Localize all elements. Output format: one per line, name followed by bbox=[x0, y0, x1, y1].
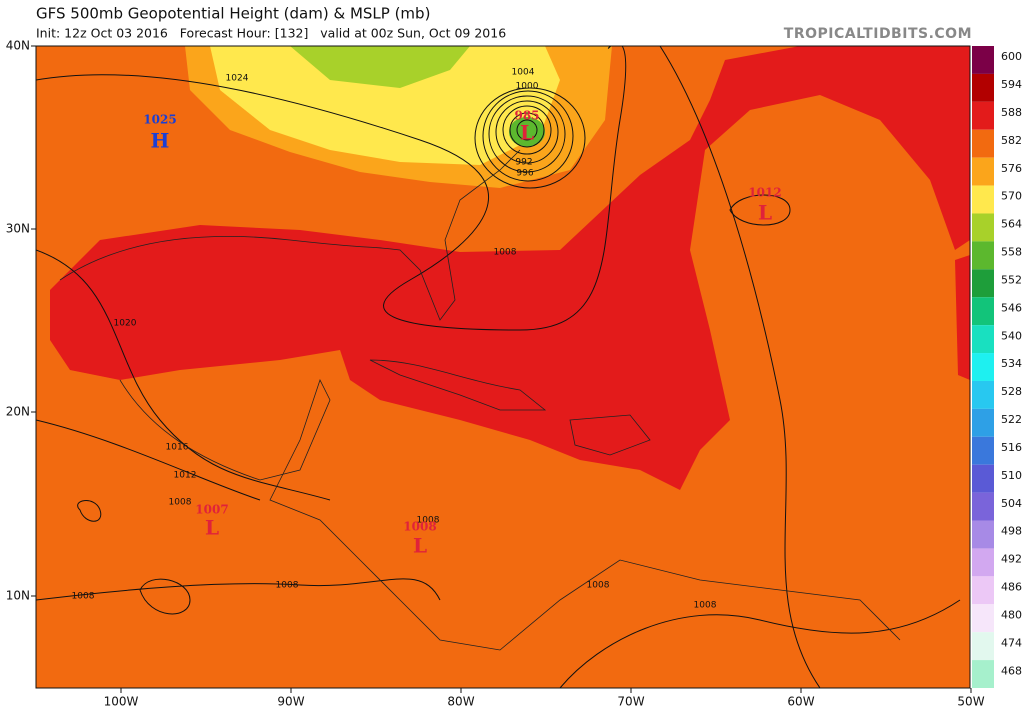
colorbar-swatch bbox=[972, 492, 994, 521]
colorbar-swatch bbox=[972, 213, 994, 242]
colorbar-label: 510 bbox=[1001, 469, 1022, 482]
colorbar-label: 552 bbox=[1001, 273, 1022, 286]
colorbar-label: 492 bbox=[1001, 553, 1022, 566]
colorbar-swatch bbox=[972, 101, 994, 130]
colorbar-label: 498 bbox=[1001, 525, 1022, 538]
colorbar-label: 558 bbox=[1001, 246, 1022, 259]
pressure-symbol: H bbox=[151, 129, 170, 153]
colorbar: 600 594 588 582 576 570 564 558 552 546 540 534 528 5… bbox=[972, 46, 1022, 688]
contour-labels: 1024 1004 1000 992 996 1008 1020 1016 10… bbox=[72, 68, 717, 611]
colorbar-label: 468 bbox=[1001, 664, 1022, 677]
colorbar-swatch bbox=[972, 185, 994, 214]
colorbar-label: 600 bbox=[1001, 50, 1022, 63]
colorbar-label: 516 bbox=[1001, 441, 1022, 454]
colorbar-label: 540 bbox=[1001, 329, 1022, 342]
colorbar-swatch bbox=[972, 46, 994, 74]
isobars bbox=[36, 46, 961, 688]
pressure-symbol: L bbox=[413, 534, 427, 558]
contour-label: 1008 bbox=[72, 592, 95, 602]
lon-label: 100W bbox=[104, 695, 139, 709]
colorbar-label: 570 bbox=[1001, 190, 1022, 203]
credit: TROPICALTIDBITS.COM bbox=[784, 26, 972, 42]
pressure-value: 1008 bbox=[403, 520, 436, 534]
lon-label: 50W bbox=[957, 695, 984, 709]
pressure-value: 1025 bbox=[143, 113, 176, 127]
colorbar-swatch bbox=[972, 548, 994, 577]
pressure-value: 985 bbox=[514, 109, 539, 123]
pressure-symbol: L bbox=[758, 201, 772, 225]
colorbar-swatch bbox=[972, 297, 994, 326]
colorbar-label: 594 bbox=[1001, 78, 1022, 91]
axes: 40N 30N 20N 10N 100W 90W 80W 70W 60W 50W bbox=[6, 39, 985, 709]
lat-label: 30N bbox=[6, 222, 30, 236]
contour-label: 1008 bbox=[169, 498, 192, 508]
colorbar-swatch bbox=[972, 157, 994, 186]
colorbar-label: 588 bbox=[1001, 106, 1022, 119]
colorbar-swatch bbox=[972, 464, 994, 493]
height-field-564 bbox=[290, 46, 470, 88]
contour-label: 996 bbox=[516, 169, 533, 179]
colorbar-label: 546 bbox=[1001, 301, 1022, 314]
contour-label: 1020 bbox=[114, 319, 137, 329]
lat-label: 10N bbox=[6, 589, 30, 603]
height-field-558 bbox=[509, 117, 545, 147]
colorbar-swatch bbox=[972, 325, 994, 354]
colorbar-swatch bbox=[972, 604, 994, 633]
lon-label: 80W bbox=[447, 695, 474, 709]
colorbar-label: 582 bbox=[1001, 134, 1022, 147]
map-area bbox=[35, 45, 971, 689]
contour-label: 992 bbox=[515, 158, 532, 168]
colorbar-label: 486 bbox=[1001, 581, 1022, 594]
lon-label: 70W bbox=[617, 695, 644, 709]
pressure-centers: 1025 H 985 L 1012 L 1007 L 1008 L bbox=[143, 109, 781, 558]
contour-label: 1008 bbox=[694, 601, 717, 611]
lon-label: 90W bbox=[277, 695, 304, 709]
colorbar-swatch bbox=[972, 73, 994, 102]
colorbar-label: 522 bbox=[1001, 413, 1022, 426]
colorbar-label: 504 bbox=[1001, 497, 1022, 510]
height-field-588 bbox=[955, 255, 970, 380]
coastlines bbox=[59, 149, 901, 651]
contour-label: 1024 bbox=[226, 74, 249, 84]
colorbar-swatch bbox=[972, 241, 994, 270]
colorbar-label: 534 bbox=[1001, 357, 1022, 370]
colorbar-swatch bbox=[972, 353, 994, 381]
contour-label: 1008 bbox=[587, 581, 610, 591]
colorbar-label: 528 bbox=[1001, 385, 1022, 398]
colorbar-label: 474 bbox=[1001, 636, 1022, 649]
height-field-570 bbox=[210, 46, 560, 165]
colorbar-swatch bbox=[972, 660, 994, 688]
height-field-588 bbox=[50, 46, 970, 490]
lat-label: 20N bbox=[6, 405, 30, 419]
subtitle: Init: 12z Oct 03 2016 Forecast Hour: [13… bbox=[36, 26, 506, 41]
colorbar-swatch bbox=[972, 269, 994, 298]
colorbar-label: 576 bbox=[1001, 162, 1022, 175]
pressure-value: 1007 bbox=[195, 503, 228, 517]
contour-label: 1012 bbox=[174, 471, 197, 481]
colorbar-swatch bbox=[972, 576, 994, 605]
contour-label: 1000 bbox=[516, 82, 539, 92]
contour-label: 1016 bbox=[166, 443, 189, 453]
pressure-symbol: L bbox=[205, 516, 219, 540]
colorbar-swatch bbox=[972, 632, 994, 661]
contour-label: 1008 bbox=[417, 516, 440, 526]
colorbar-swatch bbox=[972, 129, 994, 158]
colorbar-swatch bbox=[972, 436, 994, 465]
map-frame bbox=[35, 45, 971, 689]
pressure-value: 1012 bbox=[748, 186, 781, 200]
contour-label: 1004 bbox=[512, 68, 535, 78]
contour-label: 1008 bbox=[494, 248, 517, 258]
lat-label: 40N bbox=[6, 39, 30, 53]
pressure-symbol: L bbox=[520, 121, 534, 145]
lon-label: 60W bbox=[787, 695, 814, 709]
colorbar-label: 564 bbox=[1001, 218, 1022, 231]
colorbar-swatch bbox=[972, 380, 994, 409]
colorbar-swatch bbox=[972, 520, 994, 549]
colorbar-label: 480 bbox=[1001, 608, 1022, 621]
contour-label: 1008 bbox=[276, 581, 299, 591]
title: GFS 500mb Geopotential Height (dam) & MS… bbox=[36, 5, 430, 23]
colorbar-swatch bbox=[972, 408, 994, 437]
